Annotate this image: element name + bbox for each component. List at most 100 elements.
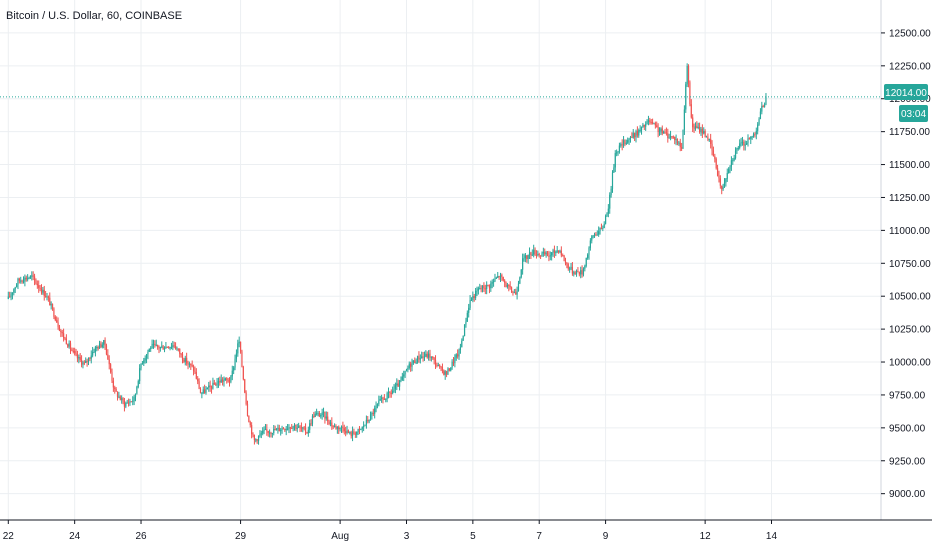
candle-body — [293, 425, 296, 427]
price-tick-label: 11250.00 — [889, 193, 930, 204]
candle-body — [191, 365, 193, 367]
candle-body — [412, 360, 415, 363]
candle-body — [444, 371, 446, 375]
candle-body — [746, 143, 748, 145]
last-price-value: 12014.00 — [885, 88, 927, 99]
candle-body — [129, 401, 131, 403]
time-tick-label: 12 — [700, 531, 712, 542]
candle-body — [734, 150, 737, 158]
candle-body — [726, 173, 728, 179]
candle-body — [162, 346, 164, 350]
candle-body — [650, 122, 652, 124]
candle-body — [658, 131, 661, 133]
candle-body — [93, 351, 95, 353]
time-tick-label: 3 — [404, 531, 410, 542]
candle-body — [235, 353, 238, 359]
candle-body — [74, 351, 76, 354]
candle-body — [274, 428, 276, 431]
candle-body — [457, 354, 459, 357]
candle-body — [480, 288, 482, 290]
candle-body — [468, 307, 470, 313]
candle-body — [108, 359, 110, 365]
candle-body — [60, 330, 62, 333]
candle-body — [527, 254, 529, 259]
candle-body — [111, 372, 113, 381]
time-axis[interactable]: 22 24 26 29 Aug 3 5 7 9 12 14 — [3, 520, 778, 542]
candle-body — [545, 252, 547, 255]
candle-body — [389, 391, 391, 393]
candle-body — [578, 271, 580, 275]
candle-body — [512, 292, 514, 294]
candle-body — [112, 380, 114, 388]
candle-body — [186, 357, 188, 364]
candle-body — [422, 356, 424, 358]
candle-body — [501, 274, 503, 278]
time-tick-label: 7 — [536, 531, 542, 542]
candle-body — [712, 150, 715, 157]
candle-body — [416, 356, 419, 363]
price-tick-label: 10500.00 — [889, 292, 931, 303]
candle-body — [656, 125, 658, 128]
candle-body — [484, 288, 486, 290]
candle-body — [354, 433, 356, 435]
candle-body — [676, 139, 679, 143]
candle-body — [295, 425, 297, 429]
candle-body — [564, 260, 567, 264]
candle-body — [567, 264, 569, 269]
candle-body — [328, 421, 330, 424]
candle-body — [64, 338, 66, 340]
candle-body — [398, 380, 401, 387]
candle-body — [577, 271, 579, 273]
candle-body — [226, 378, 228, 380]
candle-body — [333, 425, 336, 427]
candle-body — [481, 285, 484, 289]
candle-body — [678, 142, 680, 144]
candle-body — [461, 340, 463, 348]
candle-body — [264, 429, 267, 431]
candle-body — [163, 348, 166, 350]
candle-body — [455, 354, 457, 358]
candle-body — [134, 393, 137, 397]
candle-body — [280, 430, 282, 432]
candle-body — [104, 339, 106, 346]
candle-body — [15, 284, 18, 288]
time-tick-label: Aug — [331, 531, 349, 542]
candle-body — [607, 208, 609, 214]
candle-body — [681, 147, 683, 149]
candle-body — [533, 249, 535, 255]
candle-body — [515, 292, 517, 295]
price-axis[interactable]: 12500.0012250.0012000.0011750.0011500.00… — [881, 28, 931, 500]
candle-body — [502, 277, 504, 281]
candle-body — [299, 426, 301, 428]
candle-body — [617, 151, 619, 153]
candle-body — [75, 353, 77, 355]
candle-body — [68, 343, 70, 347]
candle-body — [307, 429, 309, 434]
candle-body — [286, 428, 289, 430]
candle-body — [231, 370, 233, 377]
candle-body — [759, 111, 762, 119]
candle-body — [436, 365, 438, 367]
candle-body — [144, 358, 146, 361]
candle-body — [603, 223, 605, 229]
candle-body — [448, 368, 450, 371]
candle-body — [350, 432, 352, 437]
candle-body — [329, 422, 332, 424]
candle-body — [311, 416, 314, 424]
candle-body — [667, 133, 669, 138]
price-tick-label: 11500.00 — [889, 160, 930, 171]
candle-body — [606, 213, 608, 216]
candle-body — [69, 343, 72, 350]
candle-body — [289, 427, 291, 429]
candle-body — [454, 357, 456, 364]
candle-body — [632, 132, 634, 138]
candle-body — [510, 287, 513, 293]
candle-body — [356, 431, 358, 435]
candle-body — [270, 432, 272, 434]
candle-body — [11, 292, 14, 295]
candle-body — [687, 66, 690, 83]
time-tick-label: 14 — [766, 531, 778, 542]
candle-body — [516, 290, 518, 295]
